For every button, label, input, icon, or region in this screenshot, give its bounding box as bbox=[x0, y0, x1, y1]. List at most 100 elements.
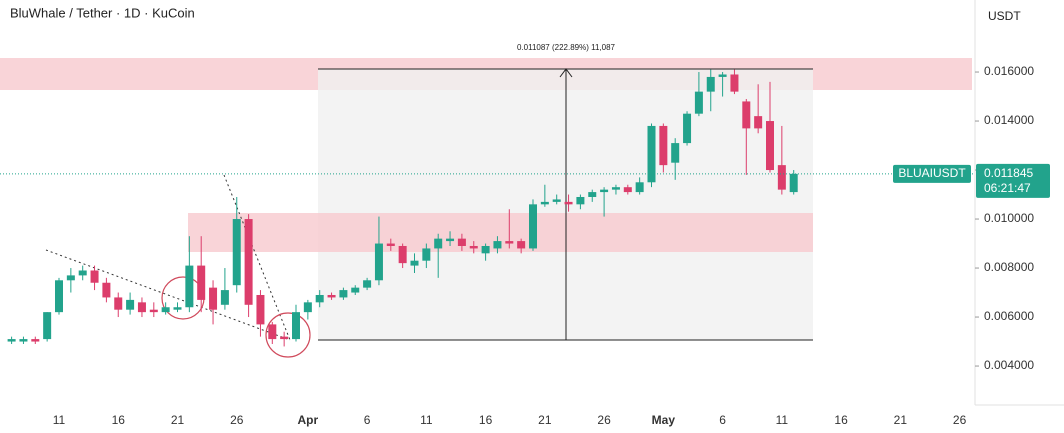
candle-body bbox=[623, 187, 632, 193]
x-tick-label: 11 bbox=[53, 413, 66, 427]
countdown-label: 06:21:47 bbox=[984, 181, 1031, 195]
candle-body bbox=[481, 245, 490, 254]
candle-body bbox=[66, 275, 75, 281]
candle-body bbox=[303, 302, 312, 313]
x-tick-label: 16 bbox=[112, 413, 126, 427]
x-tick-label: 21 bbox=[538, 413, 552, 427]
candle-body bbox=[78, 270, 87, 276]
candle-body bbox=[268, 324, 277, 340]
candle-body bbox=[19, 339, 28, 342]
candle-body bbox=[600, 189, 609, 193]
candle-body bbox=[777, 165, 786, 190]
candle-body bbox=[149, 309, 158, 313]
candle-body bbox=[209, 287, 218, 310]
candle-body bbox=[588, 192, 597, 197]
x-tick-label: 16 bbox=[834, 413, 848, 427]
candle-body bbox=[244, 219, 253, 305]
symbol-tag bbox=[893, 164, 971, 183]
candle-body bbox=[576, 196, 585, 205]
candle-body bbox=[256, 294, 265, 325]
candle-body bbox=[374, 243, 383, 281]
candle-body bbox=[718, 74, 727, 77]
x-tick-label: 26 bbox=[230, 413, 244, 427]
candle-body bbox=[137, 302, 146, 313]
candle-body bbox=[90, 270, 99, 283]
candle-body bbox=[327, 294, 336, 298]
candle-body bbox=[683, 113, 692, 144]
x-tick-label: 26 bbox=[953, 413, 967, 427]
x-tick-label: May bbox=[652, 413, 676, 427]
candle-body bbox=[126, 299, 135, 310]
x-tick-label: 21 bbox=[894, 413, 908, 427]
candles bbox=[7, 69, 798, 347]
candle-body bbox=[114, 297, 123, 310]
candle-body bbox=[564, 201, 573, 205]
candle-body bbox=[43, 312, 52, 340]
candle-body bbox=[540, 201, 549, 205]
highlight-circle bbox=[265, 312, 311, 358]
candle-body bbox=[31, 339, 40, 342]
candle-body bbox=[102, 282, 111, 298]
chart-title: BluWhale / Tether · 1D · KuCoin bbox=[10, 5, 195, 20]
x-tick-label: 11 bbox=[776, 413, 789, 427]
x-tick-label: 16 bbox=[479, 413, 493, 427]
candle-body bbox=[351, 287, 360, 293]
last-price-label: 0.011845 bbox=[984, 166, 1033, 180]
candle-body bbox=[446, 238, 455, 242]
y-tick-label: 0.014000 bbox=[984, 113, 1034, 127]
y-tick-label: 0.004000 bbox=[984, 358, 1034, 372]
y-tick-label: 0.008000 bbox=[984, 260, 1034, 274]
candle-body bbox=[635, 182, 644, 193]
y-tick-label: 0.006000 bbox=[984, 309, 1034, 323]
candle-body bbox=[173, 307, 182, 310]
measure-label: 0.011087 (222.89%) 11,087 bbox=[517, 43, 616, 52]
x-tick-label: 11 bbox=[420, 413, 433, 427]
candle-body bbox=[386, 243, 395, 246]
candle-body bbox=[730, 74, 739, 92]
candle-body bbox=[659, 125, 668, 166]
x-tick-label: Apr bbox=[298, 413, 319, 427]
candle-body bbox=[315, 294, 324, 303]
candle-body bbox=[410, 260, 419, 266]
candle-body bbox=[694, 91, 703, 114]
x-tick-label: 6 bbox=[719, 413, 726, 427]
candle-body bbox=[363, 280, 372, 288]
price-tag bbox=[976, 163, 1050, 198]
x-tick-label: 6 bbox=[364, 413, 371, 427]
candle-body bbox=[292, 312, 300, 340]
x-tick-label: 26 bbox=[597, 413, 611, 427]
candle-body bbox=[55, 280, 63, 313]
arrow-head bbox=[559, 68, 573, 78]
candle-body bbox=[185, 265, 194, 308]
candle-body bbox=[457, 238, 466, 246]
candle-body bbox=[647, 125, 656, 183]
candle-body bbox=[280, 336, 289, 340]
candle-body bbox=[742, 101, 751, 129]
candle-body bbox=[339, 290, 348, 298]
candle-body bbox=[469, 245, 478, 249]
y-tick-label: 0.016000 bbox=[984, 64, 1034, 78]
candle-body bbox=[766, 121, 774, 171]
candle-body bbox=[434, 238, 443, 249]
candle-body bbox=[789, 173, 798, 193]
x-tick-label: 21 bbox=[171, 413, 185, 427]
candle-body bbox=[422, 248, 431, 261]
candle-body bbox=[529, 204, 537, 249]
candle-body bbox=[552, 199, 561, 202]
candle-body bbox=[754, 116, 763, 129]
candle-body bbox=[7, 339, 16, 342]
trend-line bbox=[45, 249, 291, 341]
candle-body bbox=[706, 76, 715, 92]
candle-body bbox=[398, 245, 407, 264]
candle-body bbox=[161, 307, 170, 313]
candle-body bbox=[517, 241, 526, 249]
candle-body bbox=[493, 241, 502, 249]
y-tick-label: 0.010000 bbox=[984, 211, 1034, 225]
candle-body bbox=[232, 219, 241, 286]
candle-body bbox=[671, 143, 680, 163]
candle-body bbox=[611, 187, 620, 190]
candle-body bbox=[220, 290, 229, 305]
candle-body bbox=[505, 241, 514, 244]
axis-unit: USDT bbox=[988, 9, 1021, 23]
